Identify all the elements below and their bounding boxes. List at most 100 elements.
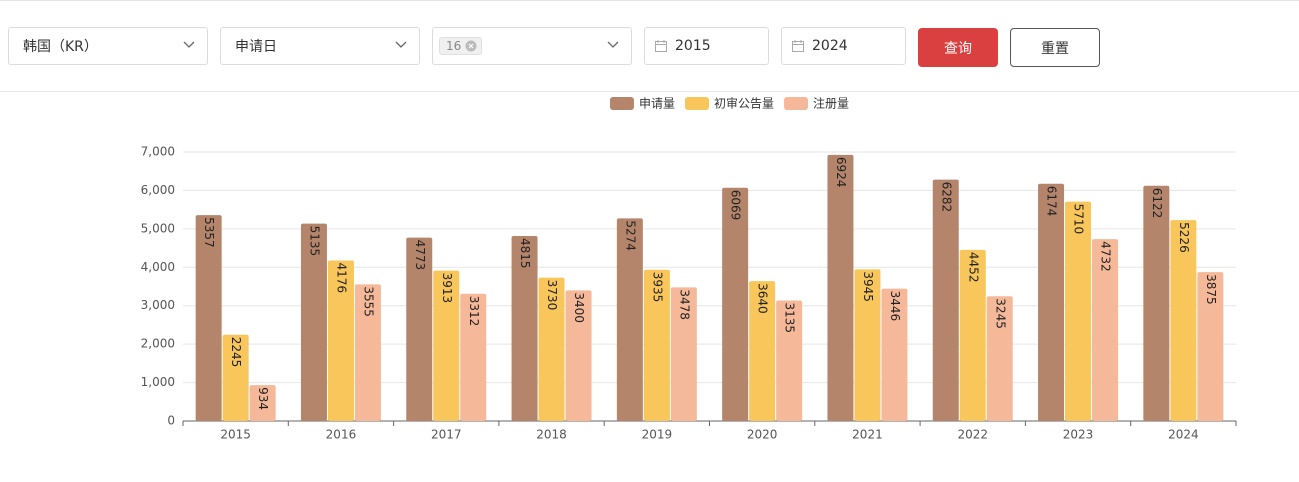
chevron — [183, 41, 195, 48]
start-year: 2015 — [675, 38, 711, 54]
y-tick-label: 4,000 — [141, 260, 175, 274]
bar — [1065, 201, 1092, 421]
x-tick-label: 2017 — [431, 428, 462, 442]
data-label: 5135 — [307, 226, 321, 257]
data-label: 6174 — [1045, 186, 1059, 217]
legend-label: 初审公告量 — [714, 96, 774, 111]
y-tick-label: 1,000 — [141, 375, 175, 389]
x-tick-label: 2020 — [747, 428, 778, 442]
bar — [959, 249, 986, 421]
reset-button[interactable]: 重置 — [1010, 28, 1100, 67]
bar — [1170, 220, 1197, 421]
bar — [354, 284, 381, 421]
data-label: 6924 — [834, 157, 848, 188]
y-tick-label: 5,000 — [141, 221, 175, 235]
y-tick-label: 3,000 — [141, 298, 175, 312]
legend-swatch — [684, 97, 709, 110]
data-label: 3478 — [677, 289, 691, 320]
bar — [854, 269, 881, 421]
tag-select[interactable]: 16 — [432, 27, 632, 65]
data-label: 6069 — [729, 190, 743, 221]
end-year: 2024 — [812, 38, 848, 54]
data-label: 5710 — [1072, 204, 1086, 235]
x-tick-label: 2018 — [536, 428, 567, 442]
data-label: 4773 — [413, 240, 427, 271]
data-label: 3913 — [440, 273, 454, 304]
data-label: 3555 — [361, 286, 375, 317]
data-label: 3400 — [572, 292, 586, 323]
bar — [722, 187, 749, 421]
data-label: 3640 — [756, 283, 770, 314]
tag-text: 16 — [446, 39, 462, 53]
end-year-input[interactable]: 2024 — [781, 27, 906, 65]
x-tick-label: 2016 — [326, 428, 357, 442]
calendar-icon — [655, 40, 667, 52]
data-label: 3730 — [545, 280, 559, 311]
x-tick-label: 2022 — [957, 428, 988, 442]
data-label: 4732 — [1099, 241, 1113, 272]
start-year-input[interactable]: 2015 — [644, 27, 769, 65]
separator — [0, 91, 1299, 92]
data-label: 5357 — [202, 217, 216, 248]
bar — [565, 290, 592, 421]
tag-close[interactable] — [465, 40, 477, 52]
bar — [460, 293, 487, 421]
bar — [249, 385, 276, 421]
data-label: 4815 — [518, 238, 532, 269]
bar — [670, 287, 697, 421]
bar — [643, 269, 670, 421]
data-label: 3446 — [888, 291, 902, 322]
data-label: 3875 — [1204, 274, 1218, 305]
data-label: 6122 — [1150, 188, 1164, 219]
bar — [300, 223, 327, 421]
legend-label: 注册量 — [813, 96, 849, 111]
date-type-select[interactable]: 申请日 — [220, 27, 420, 65]
data-label: 3945 — [861, 271, 875, 302]
bar — [1038, 183, 1065, 421]
data-label: 3135 — [783, 303, 797, 334]
x-tick-label: 2019 — [642, 428, 673, 442]
bar — [827, 154, 854, 421]
query-button[interactable]: 查询 — [918, 28, 998, 67]
legend-label: 申请量 — [639, 97, 675, 111]
data-label: 4452 — [966, 252, 980, 283]
bar — [986, 296, 1013, 421]
calendar-icon — [792, 40, 804, 52]
date-type-value: 申请日 — [235, 39, 277, 55]
bar — [749, 281, 776, 421]
data-label: 3312 — [467, 296, 481, 327]
y-tick-label: 0 — [167, 414, 175, 428]
bar — [1143, 185, 1170, 421]
data-label: 3245 — [993, 298, 1007, 329]
data-label: 5226 — [1177, 222, 1191, 253]
bar — [538, 277, 565, 421]
x-tick-label: 2024 — [1168, 428, 1199, 442]
bar — [433, 270, 460, 421]
bar — [511, 235, 538, 421]
data-label: 934 — [256, 387, 270, 410]
country-value: 韩国（KR） — [23, 39, 98, 55]
data-label: 3935 — [650, 272, 664, 303]
legend-swatch — [784, 97, 809, 110]
data-label: 4176 — [334, 263, 348, 294]
legend-swatch — [609, 97, 634, 110]
bar — [881, 288, 908, 421]
bar — [1092, 239, 1119, 421]
chevron — [607, 41, 619, 48]
bar — [406, 237, 433, 421]
bar — [195, 215, 222, 421]
y-tick-label: 6,000 — [141, 183, 175, 197]
tag: 16 — [439, 37, 483, 55]
bar — [222, 334, 249, 421]
y-tick-label: 2,000 — [141, 337, 175, 351]
bar — [1197, 272, 1224, 421]
country-select[interactable]: 韩国（KR） — [8, 27, 208, 65]
x-tick-label: 2021 — [852, 428, 883, 442]
chevron — [395, 41, 407, 48]
data-label: 5274 — [623, 220, 637, 251]
bar — [776, 300, 803, 421]
bar — [327, 260, 354, 421]
x-tick-label: 2015 — [220, 428, 251, 442]
